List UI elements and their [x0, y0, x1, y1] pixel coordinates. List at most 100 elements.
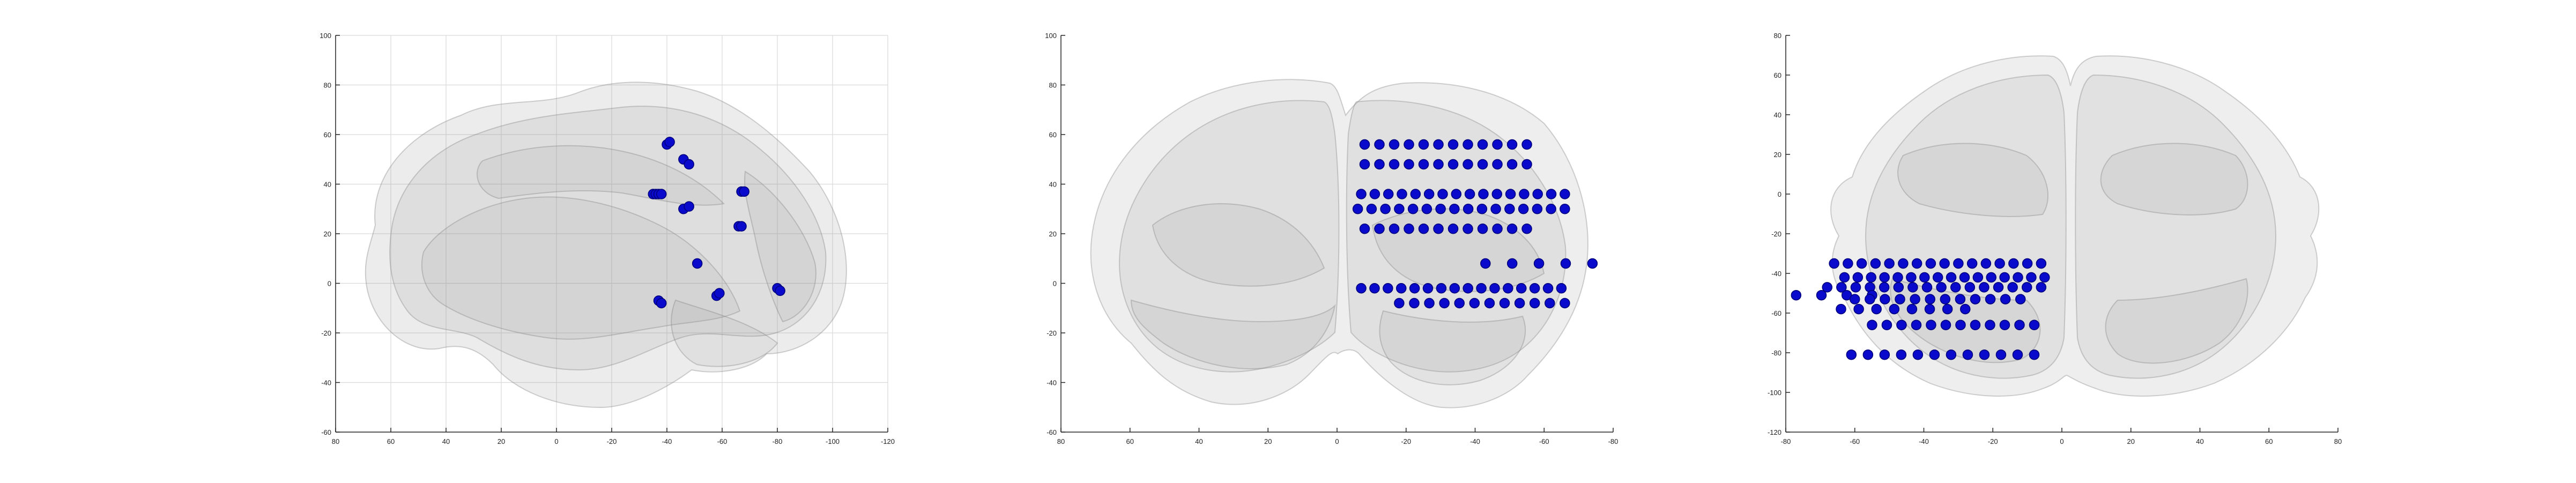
y-tick-label: 40	[1049, 181, 1057, 189]
brain-region	[389, 106, 827, 371]
electrode-point	[1979, 349, 1990, 360]
electrode-point	[1843, 258, 1853, 269]
electrode-point	[1912, 349, 1924, 360]
electrode-point	[1846, 349, 1857, 360]
electrode-point	[2014, 319, 2025, 330]
y-tick-label: 60	[1774, 71, 1781, 79]
electrode-point	[1380, 204, 1391, 214]
electrode-point	[1477, 159, 1488, 170]
x-tick-label: -100	[826, 437, 840, 445]
electrode-point	[736, 221, 747, 232]
electrode-point	[1463, 283, 1473, 294]
electrode-point	[1490, 204, 1501, 214]
electrode-point	[1852, 272, 1864, 283]
electrode-point	[1532, 204, 1543, 214]
electrode-point	[1970, 319, 1981, 330]
electrode-point	[1985, 294, 1996, 304]
electrode-point	[1492, 224, 1503, 234]
electrode-point	[1994, 258, 2005, 269]
electrode-point	[1516, 283, 1527, 294]
electrode-point	[1925, 294, 1935, 304]
electrode-point	[1504, 204, 1515, 214]
electrode-point	[1421, 204, 1432, 214]
electrode-point	[1546, 204, 1556, 214]
electrode-point	[1389, 139, 1400, 150]
sagittal-panel: 80 60 40 20 0 -20 -40 -60 -80 -100 -120 -60 -40 -20 0 2…	[320, 32, 895, 445]
electrode-point	[1919, 272, 1930, 283]
electrode-point	[1881, 319, 1892, 330]
electrode-point	[1374, 139, 1385, 150]
brain-surface	[1830, 55, 2320, 397]
x-tick-label: 60	[2265, 437, 2273, 445]
x-tick-label: -20	[607, 437, 617, 445]
electrode-point	[1929, 349, 1940, 360]
y-tick-label: -20	[1771, 230, 1781, 238]
electrode-point	[1521, 139, 1532, 150]
brain-surface	[365, 81, 847, 408]
electrode-point	[1970, 294, 1981, 304]
x-tick-label: -60	[717, 437, 727, 445]
electrode-point	[1439, 298, 1450, 309]
y-tick-label: 20	[1774, 151, 1781, 159]
electrode-point	[1560, 298, 1570, 309]
y-tick-label: -100	[1768, 389, 1781, 397]
x-tick-label: 60	[1126, 437, 1134, 445]
electrode-point	[1960, 303, 1971, 315]
electrode-point	[1463, 159, 1473, 170]
y-tick-label: 20	[1049, 230, 1057, 238]
electrode-point	[1410, 189, 1421, 199]
electrode-point	[1359, 224, 1370, 234]
electrode-point	[1999, 272, 2010, 283]
electrode-point	[1822, 282, 1832, 293]
y-tick-label: 100	[1045, 32, 1057, 40]
electrode-point	[1546, 189, 1557, 199]
electrode-point	[1980, 258, 1992, 269]
electrode-point	[1436, 283, 1447, 294]
electrode-point	[1850, 294, 1860, 304]
electrode-markers	[1791, 258, 2050, 360]
electrode-point	[1433, 224, 1444, 234]
electrode-point	[1409, 283, 1420, 294]
electrode-point	[1366, 204, 1377, 214]
electrode-point	[1853, 303, 1864, 315]
electrode-point	[1867, 319, 1877, 330]
electrode-point	[1911, 319, 1922, 330]
electrode-point	[1906, 272, 1917, 283]
electrode-point	[1921, 282, 1933, 293]
electrode-point	[2008, 258, 2019, 269]
x-tick-label: 20	[2127, 437, 2135, 445]
electrode-point	[1359, 139, 1370, 150]
electrode-point	[1521, 224, 1532, 234]
electrode-point	[1418, 159, 1429, 170]
electrode-point	[1476, 283, 1487, 294]
y-tick-label: 0	[1778, 190, 1781, 198]
x-tick-label: 80	[2334, 437, 2342, 445]
electrode-point	[775, 285, 785, 296]
electrode-point	[1879, 349, 1890, 360]
y-tick-label: 0	[328, 280, 331, 288]
electrode-point	[1478, 189, 1489, 199]
y-tick-label: 40	[1774, 111, 1781, 119]
electrode-point	[2013, 272, 2023, 283]
electrode-point	[1463, 224, 1473, 234]
coronal-panel: 80 60 40 20 0 -20 -40 -60 -80 -60 -40 -20 0 20 40 60 80 1…	[1045, 32, 1618, 445]
electrode-point	[1435, 204, 1446, 214]
electrode-point	[1489, 283, 1500, 294]
electrode-point	[1422, 283, 1434, 294]
electrode-point	[714, 288, 725, 299]
y-tick-label: 100	[320, 32, 331, 40]
electrode-point	[1953, 258, 1964, 269]
electrode-point	[1939, 258, 1950, 269]
y-tick-label: 60	[324, 131, 331, 139]
electrode-point	[1477, 139, 1488, 150]
electrode-point	[684, 201, 694, 212]
brain-region	[2105, 278, 2248, 364]
electrode-point	[1505, 189, 1516, 199]
electrode-point	[1529, 283, 1540, 294]
brain-region	[1119, 100, 1340, 373]
electrode-point	[1972, 272, 1984, 283]
x-tick-label: -80	[773, 437, 783, 445]
electrode-point	[1477, 224, 1488, 234]
electrode-point	[1532, 189, 1543, 199]
